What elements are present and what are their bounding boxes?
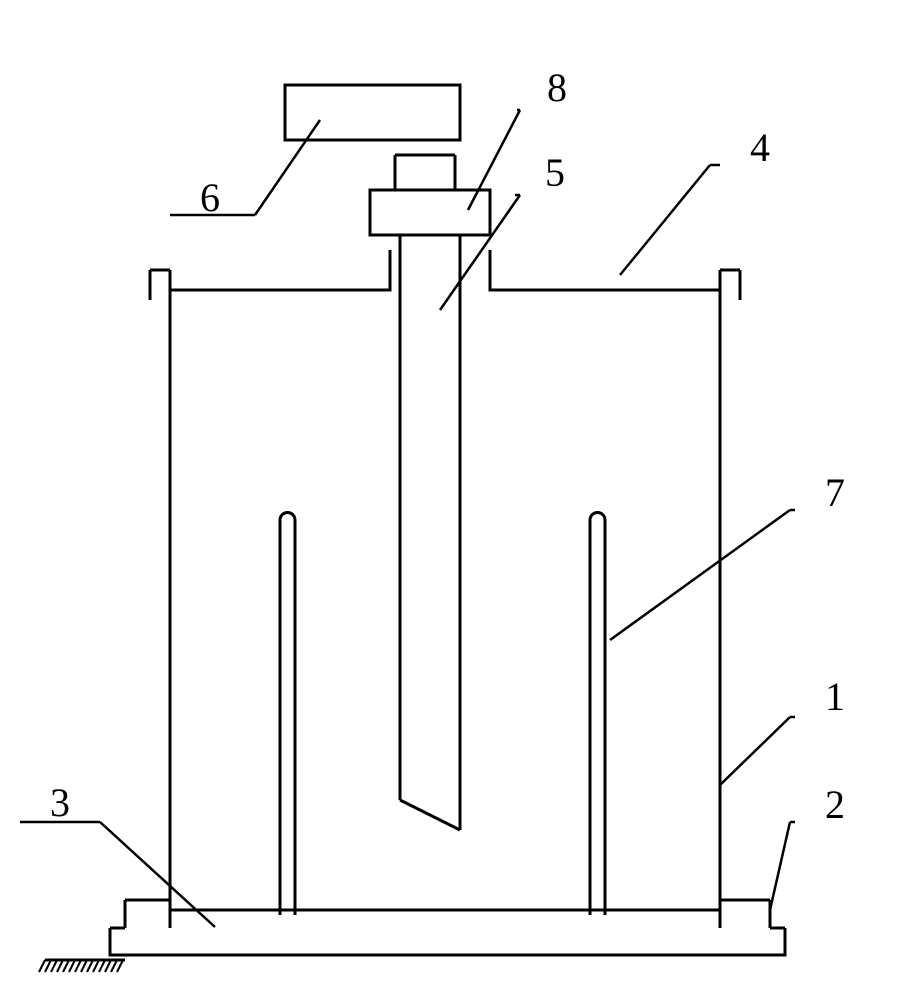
label-1: 1 — [720, 674, 845, 785]
label-7: 7 — [610, 470, 845, 640]
label-5-text: 5 — [545, 150, 565, 195]
label-8-text: 8 — [547, 65, 567, 110]
label-3-text: 3 — [50, 780, 70, 825]
label-6: 6 — [170, 120, 320, 220]
label-3: 3 — [20, 780, 215, 927]
label-7-text: 7 — [825, 470, 845, 515]
label-2: 2 — [770, 782, 845, 910]
label-6-text: 6 — [200, 175, 220, 220]
device-drawing — [39, 85, 785, 972]
label-4-text: 4 — [750, 125, 770, 170]
label-2-text: 2 — [825, 782, 845, 827]
label-4: 4 — [620, 125, 770, 275]
label-1-text: 1 — [825, 674, 845, 719]
schematic-diagram: 1 2 3 4 5 6 7 8 — [0, 0, 912, 1000]
